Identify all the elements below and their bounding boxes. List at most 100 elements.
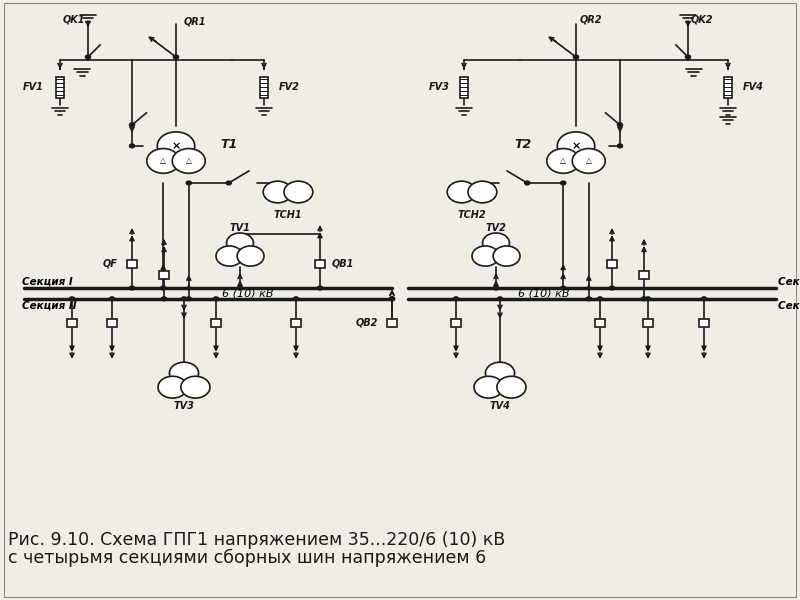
Text: ×: ×: [171, 141, 181, 151]
Bar: [56, 76, 64, 97]
Text: QK1: QK1: [63, 14, 86, 24]
Circle shape: [646, 297, 650, 301]
Circle shape: [86, 55, 90, 59]
Circle shape: [586, 297, 591, 301]
Text: с четырьмя секциями сборных шин напряжением 6: с четырьмя секциями сборных шин напряжен…: [8, 549, 486, 567]
Circle shape: [181, 376, 210, 398]
Circle shape: [318, 286, 322, 290]
Text: △: △: [186, 157, 192, 166]
Text: 6 (10) кВ: 6 (10) кВ: [222, 289, 274, 298]
Circle shape: [686, 55, 690, 59]
Bar: [451, 319, 461, 326]
Bar: [211, 319, 221, 326]
Circle shape: [214, 297, 218, 301]
Bar: [259, 76, 269, 97]
Circle shape: [110, 297, 114, 301]
Bar: [67, 319, 77, 326]
Circle shape: [130, 144, 134, 148]
Bar: [126, 260, 138, 268]
Circle shape: [294, 297, 298, 301]
Circle shape: [618, 123, 622, 127]
Bar: [606, 260, 618, 268]
Text: △: △: [560, 157, 566, 166]
Text: Рис. 9.10. Схема ГПГ1 напряжением 35...220/6 (10) кВ: Рис. 9.10. Схема ГПГ1 напряжением 35...2…: [8, 531, 506, 549]
Text: T1: T1: [220, 137, 238, 151]
Circle shape: [390, 297, 394, 301]
Text: △: △: [586, 157, 592, 166]
Circle shape: [702, 297, 706, 301]
Bar: [594, 319, 605, 326]
Circle shape: [186, 297, 191, 301]
Text: FV1: FV1: [23, 82, 44, 92]
Circle shape: [618, 144, 622, 148]
Text: QR1: QR1: [184, 16, 206, 26]
Circle shape: [130, 123, 134, 127]
Text: QB1: QB1: [332, 259, 354, 269]
Text: QF: QF: [102, 259, 118, 269]
Circle shape: [546, 149, 580, 173]
Bar: [387, 319, 397, 326]
Circle shape: [186, 181, 191, 185]
Circle shape: [170, 362, 198, 384]
Circle shape: [468, 181, 497, 203]
Circle shape: [216, 246, 243, 266]
Text: T2: T2: [514, 137, 532, 151]
Bar: [315, 260, 325, 268]
Circle shape: [238, 286, 242, 290]
Circle shape: [493, 246, 520, 266]
Circle shape: [498, 297, 502, 301]
Circle shape: [454, 297, 458, 301]
Circle shape: [482, 233, 510, 253]
Circle shape: [226, 233, 254, 253]
Bar: [638, 271, 649, 278]
Bar: [699, 319, 709, 326]
Bar: [158, 271, 170, 278]
Circle shape: [642, 297, 646, 301]
Circle shape: [172, 149, 206, 173]
Text: QB2: QB2: [355, 318, 378, 328]
Circle shape: [525, 181, 530, 185]
Text: FV2: FV2: [278, 82, 299, 92]
Text: FV4: FV4: [742, 82, 763, 92]
Circle shape: [494, 286, 498, 290]
Circle shape: [284, 181, 313, 203]
Circle shape: [447, 181, 476, 203]
Text: Секция I: Секция I: [22, 276, 72, 286]
Circle shape: [572, 149, 606, 173]
Circle shape: [598, 297, 602, 301]
Circle shape: [561, 181, 566, 185]
Circle shape: [158, 132, 194, 160]
Text: TV1: TV1: [230, 223, 250, 233]
Text: ×: ×: [571, 141, 581, 151]
Circle shape: [610, 286, 614, 290]
Text: TV4: TV4: [490, 401, 510, 410]
Bar: [107, 319, 118, 326]
Text: TCH2: TCH2: [458, 210, 486, 220]
Circle shape: [162, 297, 166, 301]
Text: △: △: [160, 157, 166, 166]
Text: 6 (10) кВ: 6 (10) кВ: [518, 289, 570, 298]
Bar: [724, 76, 733, 97]
Text: Секция II: Секция II: [22, 301, 76, 311]
Circle shape: [226, 181, 231, 185]
Circle shape: [263, 181, 292, 203]
Circle shape: [237, 246, 264, 266]
Text: QR2: QR2: [580, 14, 602, 24]
Bar: [643, 319, 653, 326]
Bar: [459, 76, 469, 97]
Circle shape: [497, 376, 526, 398]
Circle shape: [182, 297, 186, 301]
Text: TV2: TV2: [486, 223, 506, 233]
Circle shape: [130, 286, 134, 290]
Circle shape: [574, 55, 578, 59]
Circle shape: [174, 55, 178, 59]
Circle shape: [161, 286, 166, 290]
Circle shape: [561, 286, 566, 290]
Text: Секция III: Секция III: [778, 276, 800, 286]
Circle shape: [558, 132, 594, 160]
Circle shape: [472, 246, 499, 266]
Bar: [291, 319, 301, 326]
Circle shape: [158, 376, 187, 398]
Circle shape: [474, 376, 503, 398]
Circle shape: [146, 149, 180, 173]
